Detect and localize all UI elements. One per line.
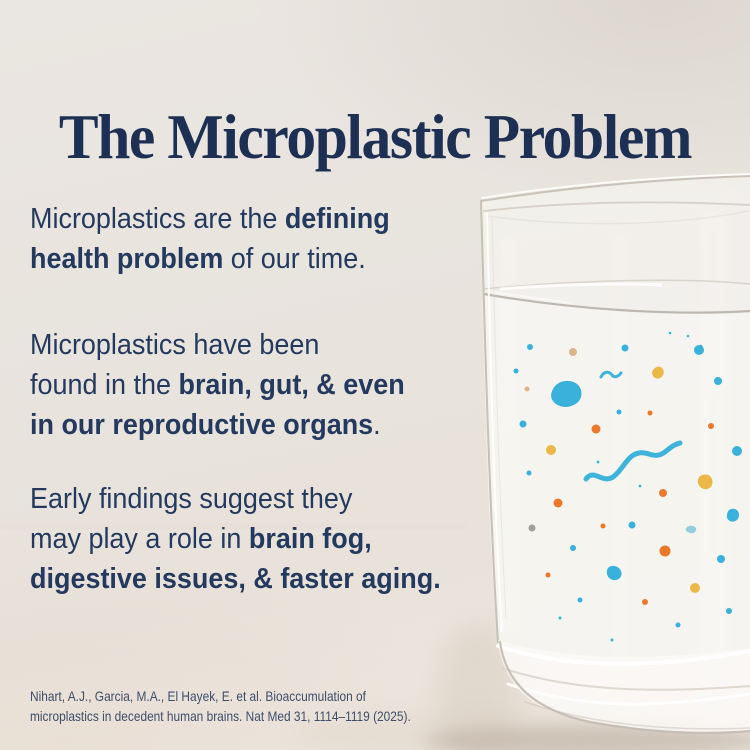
citation-line-2: microplastics in decedent human brains. …: [30, 708, 411, 724]
body-paragraph-2: Microplastics have been found in the brai…: [30, 325, 495, 445]
text-line: Early findings suggest they: [30, 483, 353, 515]
citation-line-1: Nihart, A.J., Garcia, M.A., El Hayek, E.…: [30, 688, 366, 704]
microplastic-specks: [513, 331, 742, 642]
text-line: health problem of our time.: [30, 243, 366, 275]
text-line: in our reproductive organs.: [30, 409, 381, 441]
body-paragraph-1: Microplastics are the defining health pro…: [30, 199, 495, 279]
citation-text: Nihart, A.J., Garcia, M.A., El Hayek, E.…: [30, 686, 411, 726]
body-paragraph-3: Early findings suggest they may play a ro…: [30, 479, 495, 599]
text-line: Microplastics are the defining: [30, 203, 390, 235]
glass-rim: [480, 173, 750, 225]
text-line: may play a role in brain fog,: [30, 523, 372, 555]
text-line: digestive issues, & faster aging.: [30, 563, 441, 595]
page-title: The Microplastic Problem: [58, 100, 693, 172]
text-line: Microplastics have been: [30, 329, 320, 361]
glass-base: [496, 640, 750, 735]
text-line: found in the brain, gut, & even: [30, 369, 405, 401]
water-surface: [482, 279, 750, 314]
glass-left-wall: [480, 200, 507, 643]
